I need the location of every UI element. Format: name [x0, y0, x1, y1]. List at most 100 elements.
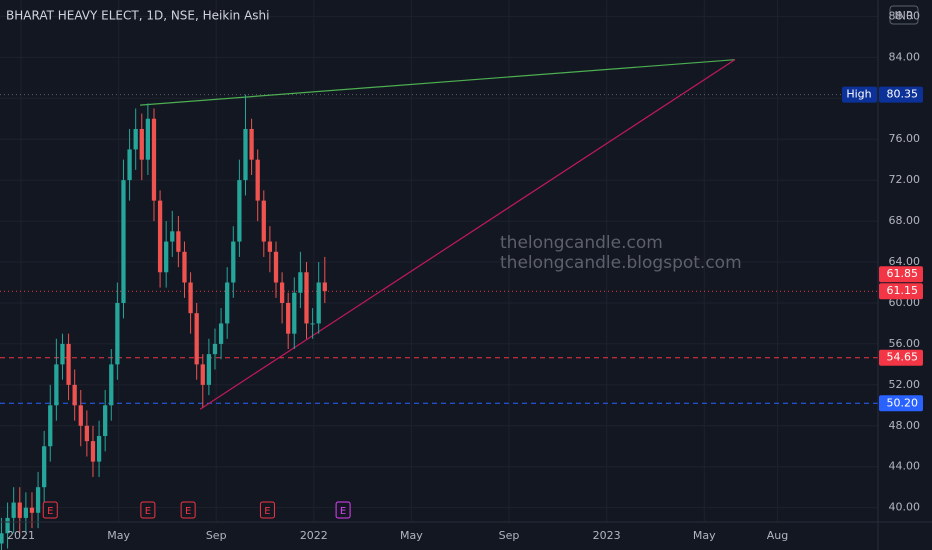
candle-body [273, 251, 279, 283]
y-tick-label: 48.00 [889, 419, 921, 432]
event-label: E [185, 506, 191, 517]
y-tick-label: 60.00 [889, 296, 921, 309]
price-tag-label: 54.65 [887, 351, 919, 364]
candle-body [5, 517, 10, 534]
candle-body [212, 343, 218, 355]
currency: INR [894, 9, 913, 22]
candle-body [109, 364, 114, 406]
candle-body [182, 251, 187, 283]
candle-body [66, 343, 71, 385]
candle-body [151, 118, 157, 201]
x-tick-label: 2022 [300, 529, 328, 542]
x-tick-label: May [107, 529, 130, 542]
candle-body [127, 149, 132, 181]
candle-body [316, 282, 321, 324]
y-tick-label: 68.00 [889, 214, 921, 227]
plot [0, 59, 878, 550]
y-tick-label: 52.00 [889, 378, 921, 391]
candle-body [286, 302, 291, 334]
x-tick-label: 2023 [593, 529, 621, 542]
price-tag [842, 86, 877, 103]
candle-body [255, 159, 260, 201]
candle-body [115, 302, 120, 365]
candle-body [310, 323, 315, 325]
y-tick-label: 88.00 [889, 9, 921, 22]
y-tick-label: 84.00 [889, 50, 921, 63]
candle-body [188, 282, 193, 314]
price-tag [879, 283, 923, 300]
price-tag [879, 395, 923, 412]
event-marker [42, 501, 58, 519]
y-tick-label: 64.00 [889, 255, 921, 268]
candle-body [29, 507, 35, 513]
candle-body [17, 502, 22, 518]
candle-body [231, 241, 236, 283]
candle-body [243, 128, 248, 181]
event-label: E [340, 506, 346, 517]
candle-body [194, 313, 199, 365]
price-tag-label: 61.85 [887, 267, 919, 280]
candle-body [298, 272, 303, 293]
candle-body [218, 323, 224, 344]
candle-body [237, 180, 242, 242]
x-tick-label: Aug [767, 529, 788, 542]
candle-body [96, 436, 102, 462]
candle-body [35, 487, 41, 513]
x-tick-label: 2021 [7, 529, 35, 542]
trendline [199, 59, 736, 410]
event-marker [335, 501, 351, 519]
y-tick-label: 76.00 [889, 132, 921, 145]
candle-body [0, 533, 4, 544]
candle-body [176, 231, 181, 252]
candle-body [103, 405, 108, 437]
watermark: thelongcandle.com [500, 233, 663, 253]
candle-body [133, 128, 138, 150]
candle-body [200, 364, 205, 385]
grid [0, 0, 878, 522]
candle-body [54, 364, 59, 406]
candle-body [249, 128, 254, 160]
price-tag-label: 80.35 [887, 88, 919, 101]
candle-body [304, 272, 309, 324]
candle-body [267, 241, 273, 252]
candle-body [157, 200, 163, 273]
candle-body [279, 282, 285, 303]
candle-body [322, 282, 327, 292]
y-tick-label: 44.00 [889, 460, 921, 473]
candle-body [84, 425, 90, 442]
candle-body [60, 343, 65, 365]
currency-box [889, 5, 919, 25]
event-marker [180, 501, 196, 519]
price-tag [879, 86, 923, 103]
price-tag-name: High [846, 88, 871, 101]
chart-title: BHARAT HEAVY ELECT, 1D, NSE, Heikin Ashi [6, 9, 269, 23]
candle-body [72, 384, 77, 406]
x-tick-label: May [693, 529, 716, 542]
candle-body [23, 507, 29, 518]
x-tick-label: Sep [206, 529, 227, 542]
candle-body [90, 441, 96, 462]
candle-body [292, 292, 297, 334]
candle-body [206, 354, 212, 385]
event-label: E [145, 506, 151, 517]
candle-body [121, 180, 126, 303]
candle-body [170, 231, 175, 242]
candle-body [42, 446, 47, 488]
candle-body [139, 128, 144, 160]
candle-body [225, 282, 230, 324]
x-tick-label: May [400, 529, 423, 542]
candle-body [261, 200, 266, 242]
candle-body [11, 502, 16, 518]
y-tick-label: 56.00 [889, 337, 921, 350]
event-marker [259, 501, 275, 519]
candle-body [164, 241, 169, 273]
price-tag [879, 349, 923, 366]
y-tick-label: 40.00 [889, 501, 921, 514]
x-tick-label: Sep [499, 529, 520, 542]
event-label: E [264, 506, 270, 517]
y-tick-label: 72.00 [889, 173, 921, 186]
event-marker [140, 501, 156, 519]
candle-body [145, 118, 151, 160]
price-tag-label: 61.15 [887, 284, 919, 297]
